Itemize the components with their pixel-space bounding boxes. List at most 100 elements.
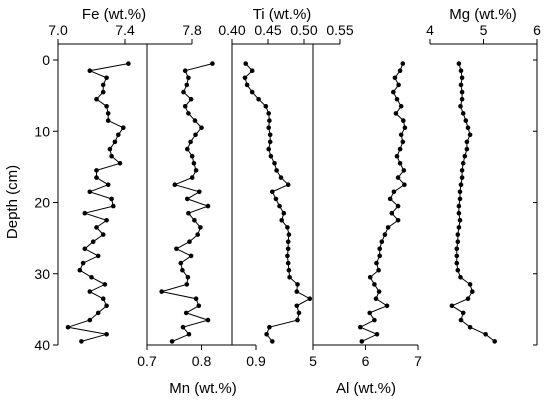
ti-x-tick-label: 0.45 [254, 22, 281, 38]
mg-data-point [459, 96, 465, 102]
mg-data-point [467, 324, 473, 330]
al-x-tick-label: 7 [414, 353, 422, 369]
mg-data-point [457, 189, 463, 195]
mn-data-point [191, 161, 197, 166]
fe-data-point [104, 218, 109, 223]
ti-data-point [285, 246, 291, 252]
mn-data-point [174, 246, 179, 252]
mg-data-point [457, 218, 463, 223]
ti-x-tick-label: 0.40 [218, 22, 245, 38]
ti-data-point [273, 196, 279, 202]
fe-data-point [107, 146, 113, 152]
mn-data-point [196, 303, 202, 309]
mg-data-point [458, 82, 464, 88]
mn-data-point [182, 104, 188, 109]
ti-x-tick-label: 0.55 [326, 22, 353, 38]
ti-data-point [279, 218, 285, 223]
mn-data-point [205, 203, 211, 209]
ti-data-point [263, 104, 269, 109]
mn-data-point [182, 68, 188, 73]
ti-data-point [277, 203, 282, 209]
mg-axis-title: Mg (wt.%) [449, 6, 517, 23]
al-data-point [374, 332, 380, 337]
mg-data-point [459, 75, 465, 81]
fe-x-tick-label: 7.8 [182, 22, 202, 38]
mg-data-point [460, 161, 466, 166]
fe-data-point [116, 132, 121, 138]
al-data-point [397, 68, 403, 73]
fe-data-point [100, 89, 106, 95]
mg-data-point [464, 139, 470, 145]
ti-data-point [294, 303, 300, 309]
ti-data-point [244, 82, 250, 88]
axes-layer: 0 10 20 30 40 7.0 7.4 7.8 Fe (wt.%) 0.7 0.8 0.9 Mn (… [34, 6, 541, 397]
fe-data-point [126, 61, 131, 66]
ti-data-point [242, 75, 248, 81]
al-data-point [358, 324, 363, 330]
y-axis-title: Depth (cm) [4, 165, 21, 239]
mn-data-point [195, 232, 200, 237]
fe-axis-title: Fe (wt.%) [82, 6, 146, 23]
fe-data-point [104, 104, 109, 109]
mg-data-point [458, 275, 463, 280]
al-data-point [359, 339, 365, 344]
al-data-point [367, 275, 373, 280]
al-data-point [398, 104, 404, 109]
ti-data-point [249, 68, 255, 73]
al-data-point [398, 132, 404, 138]
al-data-point [400, 139, 406, 145]
fe-data-point [87, 317, 93, 323]
data-layer [65, 61, 498, 344]
al-data-point [391, 89, 396, 95]
mn-profile-line [161, 63, 213, 342]
mg-data-point [470, 289, 475, 294]
mg-data-point [455, 232, 461, 237]
fe-data-point [87, 189, 93, 195]
ti-data-point [296, 310, 302, 316]
depth-tick-label: 30 [34, 266, 50, 282]
mn-data-point [186, 111, 191, 116]
fe-data-point [105, 111, 111, 116]
fe-x-tick-label: 7.4 [115, 22, 135, 38]
ti-data-point [266, 125, 272, 130]
al-data-point [396, 82, 401, 88]
ti-data-point [294, 289, 300, 294]
ti-data-point [266, 111, 272, 116]
al-data-point [391, 189, 397, 195]
depth-tick-label: 0 [42, 52, 50, 68]
ti-profile-line [244, 63, 311, 342]
mg-data-point [459, 168, 465, 173]
ti-data-point [285, 182, 291, 187]
mn-data-point [185, 196, 190, 202]
ti-data-point [268, 153, 274, 159]
ti-data-point [256, 96, 261, 102]
mn-data-point [181, 89, 186, 95]
al-data-point [394, 96, 400, 102]
mg-data-point [459, 89, 465, 95]
fe-data-point [121, 125, 126, 130]
mg-data-point [462, 153, 468, 159]
mn-data-point [192, 218, 197, 223]
mg-data-point [454, 246, 460, 252]
fe-data-point [90, 239, 96, 244]
mg-data-point [483, 332, 488, 337]
ti-data-point [285, 239, 291, 244]
fe-data-point [95, 253, 101, 259]
mn-x-tick-label: 0.9 [246, 353, 266, 369]
al-data-point [373, 296, 379, 302]
fe-data-point [109, 196, 114, 202]
fe-data-point [89, 275, 94, 280]
al-data-point [377, 246, 383, 252]
mn-data-point [184, 282, 190, 287]
fe-data-point [82, 210, 88, 216]
mn-data-point [169, 339, 175, 344]
al-data-point [374, 260, 379, 266]
fe-data-point [117, 161, 123, 166]
mn-data-point [193, 168, 199, 173]
al-data-point [393, 111, 399, 116]
al-data-point [395, 175, 401, 180]
al-data-point [387, 196, 393, 202]
ti-x-tick-label: 0.50 [290, 22, 317, 38]
mg-data-point [460, 111, 466, 116]
fe-data-point [102, 282, 108, 287]
